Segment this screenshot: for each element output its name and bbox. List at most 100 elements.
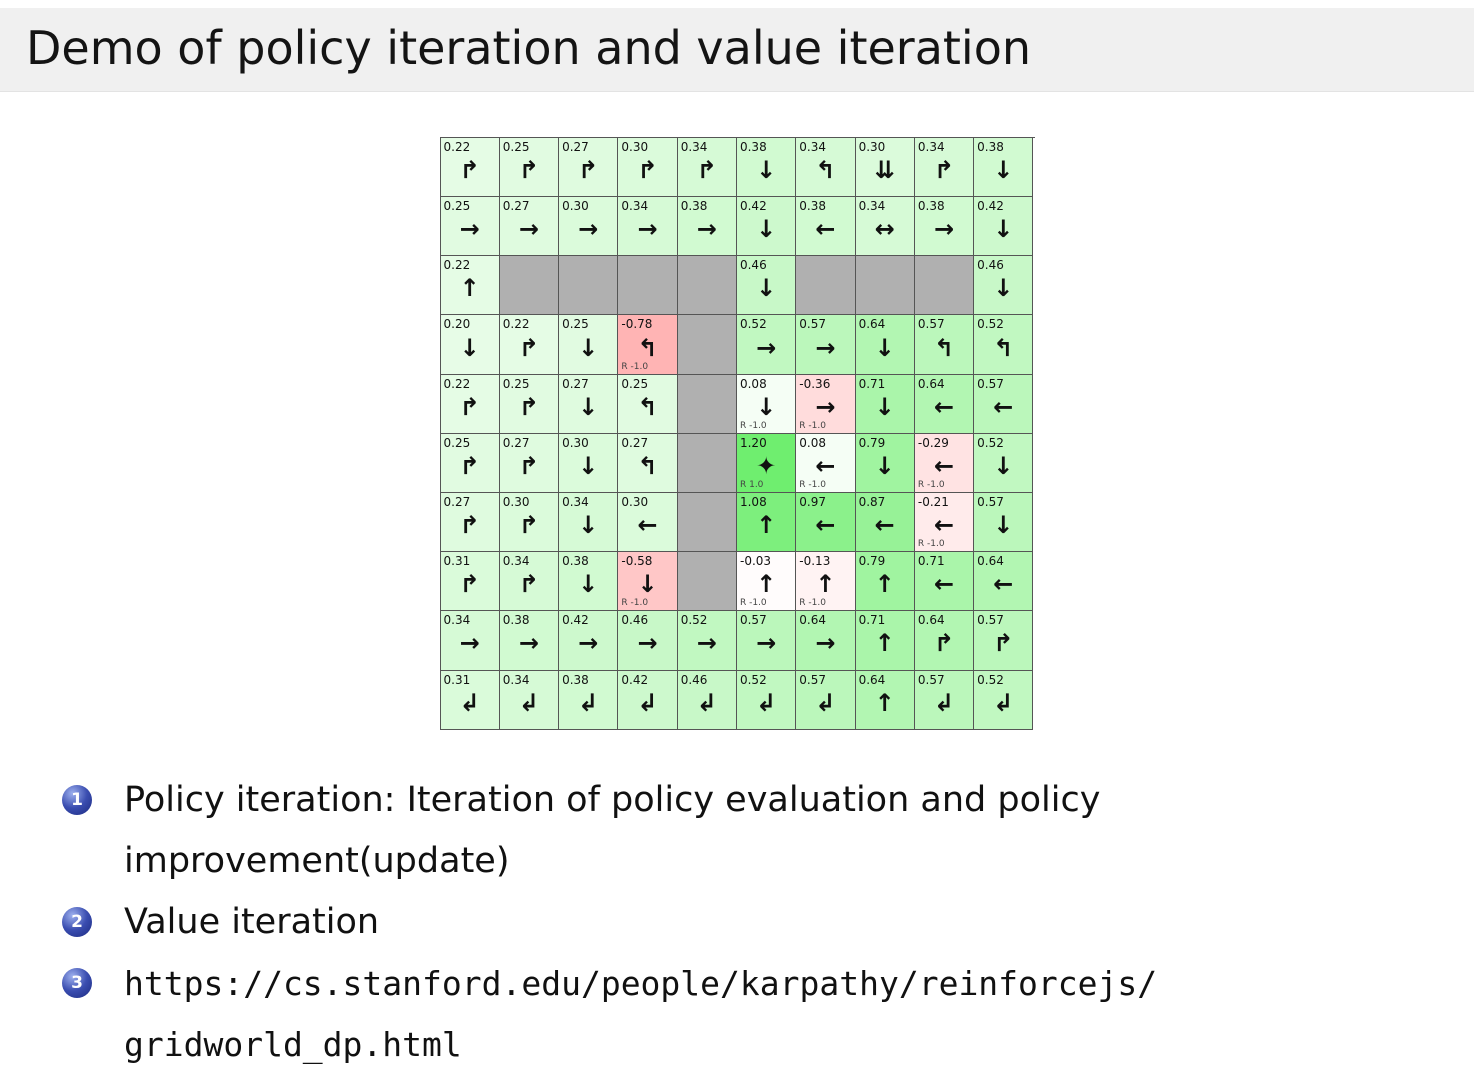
grid-cell: 0.57 ↓ [974, 493, 1034, 553]
cell-value: 0.52 [739, 317, 767, 332]
policy-arrow-icon: ↓ [637, 570, 658, 599]
cell-value: 0.20 [443, 317, 471, 332]
cell-value: 0.71 [858, 613, 886, 628]
grid-cell: 0.57 → [736, 611, 797, 671]
cell-value: 0.22 [502, 317, 530, 332]
grid-cell: 0.25 ↱ [440, 433, 500, 494]
wall-cell [677, 374, 737, 434]
grid-cell: 0.57 ↱ [974, 611, 1034, 671]
policy-arrow-icon: ↓ [578, 333, 599, 362]
cell-value: -0.29 [917, 435, 949, 450]
policy-arrow-icon: → [637, 629, 658, 658]
grid-cell: 0.64 ← [974, 552, 1034, 612]
cell-value: 0.46 [739, 258, 767, 273]
grid-cell: 0.25 ↱ [499, 137, 560, 198]
policy-arrow-icon: ↑ [874, 629, 895, 658]
policy-arrow-icon: ↑ [459, 274, 480, 303]
grid-cell: 0.46 → [618, 611, 678, 671]
cell-value: 0.87 [858, 495, 886, 510]
grid-cell: -0.03 ↑ R -1.0 [736, 552, 797, 612]
grid-cell: -0.13 ↑ R -1.0 [796, 552, 856, 612]
cell-value: -0.36 [799, 376, 831, 391]
policy-arrow-icon: → [637, 215, 658, 244]
grid-cell: 0.08 ↓ R -1.0 [736, 374, 797, 434]
grid-cell: 0.46 ↓ [974, 256, 1034, 316]
cell-value: 0.38 [502, 613, 530, 628]
cell-value: 0.97 [799, 495, 826, 510]
grid-cell: 0.57 → [796, 315, 856, 375]
cell-value: 0.42 [562, 613, 589, 628]
grid-cell: 0.30 ↓ [559, 433, 619, 494]
cell-value: 0.38 [739, 139, 767, 154]
policy-arrow-icon: → [815, 629, 836, 658]
policy-arrow-icon: ← [933, 510, 955, 539]
grid-cell: 0.25 ↰ [618, 374, 678, 434]
gridworld-figure: 0.22 ↱ 0.25 ↱ 0.27 ↱ 0.30 ↱ 0.34 ↱ 0.38 ↓ 0.34 ↰ 0.30 ⇊… [439, 136, 1035, 730]
cell-value: 0.25 [502, 376, 530, 391]
cell-value: -0.58 [621, 554, 653, 569]
grid-cell: 0.22 ↱ [440, 137, 500, 198]
reward-label: R -1.0 [799, 420, 826, 431]
cell-value: 0.08 [799, 435, 826, 450]
cell-value: 0.27 [502, 199, 530, 214]
item-number-badge: 2 [62, 906, 92, 937]
cell-value: 0.42 [621, 672, 649, 687]
policy-arrow-icon: ← [637, 510, 658, 539]
cell-value: 0.38 [977, 139, 1004, 154]
policy-arrow-icon: ← [993, 570, 1014, 599]
wall-cell [677, 433, 737, 494]
cell-value: 0.27 [443, 495, 471, 510]
cell-value: 0.38 [917, 199, 945, 214]
policy-arrow-icon: ↱ [696, 155, 717, 184]
grid-cell: 0.27 ↱ [440, 493, 500, 553]
cell-value: 0.38 [562, 554, 589, 569]
cell-value: 0.57 [917, 672, 945, 687]
grid-cell: 0.52 ↓ [974, 433, 1034, 494]
reward-label: R -1.0 [621, 598, 649, 609]
cell-value: 0.52 [977, 435, 1004, 450]
policy-arrow-icon: ↱ [459, 510, 480, 539]
cell-value: 0.34 [799, 139, 826, 154]
policy-arrow-icon: ↱ [933, 155, 955, 184]
cell-value: 0.46 [621, 613, 649, 628]
policy-arrow-icon: ← [815, 451, 836, 480]
cell-value: 0.71 [858, 376, 886, 391]
item-number-badge: 1 [62, 784, 92, 815]
policy-arrow-icon: ↓ [578, 392, 599, 421]
wall-cell [855, 256, 915, 316]
cell-value: 0.34 [502, 554, 530, 569]
policy-arrow-icon: ↑ [756, 570, 777, 599]
policy-arrow-icon: ↱ [518, 392, 539, 421]
grid-cell: -0.29 ← R -1.0 [914, 433, 975, 494]
policy-arrow-icon: → [459, 215, 480, 244]
policy-arrow-icon: ↱ [459, 392, 480, 421]
policy-arrow-icon: ↱ [933, 629, 955, 658]
grid-cell: 0.71 ↑ [855, 611, 915, 671]
list-item: 2 Value iteration [62, 892, 1474, 953]
policy-arrow-icon: ↓ [874, 451, 895, 480]
cell-value: 0.52 [680, 613, 708, 628]
policy-arrow-icon: → [696, 215, 717, 244]
cell-value: 0.79 [858, 435, 886, 450]
policy-arrow-icon: ↑ [815, 570, 836, 599]
cell-value: 0.42 [977, 199, 1004, 214]
cell-value: 1.08 [739, 495, 767, 510]
grid-cell: 0.97 ← [796, 493, 856, 553]
grid-cell: 0.30 ↱ [618, 137, 678, 198]
policy-arrow-icon: ↲ [578, 688, 599, 717]
policy-arrow-icon: ↲ [637, 688, 658, 717]
demo-url-link[interactable]: https://cs.stanford.edu/people/karpathy/… [124, 963, 1158, 1064]
grid-cell: 0.25 ↱ [499, 374, 560, 434]
grid-cell: 0.42 ↓ [736, 197, 797, 257]
policy-arrow-icon: → [756, 333, 777, 362]
policy-arrow-icon: ↱ [518, 510, 539, 539]
policy-arrow-icon: → [815, 333, 836, 362]
cell-value: 0.22 [443, 258, 471, 273]
grid-cell: 0.64 ↓ [855, 315, 915, 375]
grid-cell: 0.34 ↔ [855, 197, 915, 257]
cell-value: 0.34 [562, 495, 589, 510]
grid-cell: 0.34 ↱ [914, 137, 975, 198]
cell-value: -0.03 [739, 554, 772, 569]
cell-value: 0.30 [621, 495, 649, 510]
list-item: 1 Policy iteration: Iteration of policy … [62, 770, 1474, 892]
